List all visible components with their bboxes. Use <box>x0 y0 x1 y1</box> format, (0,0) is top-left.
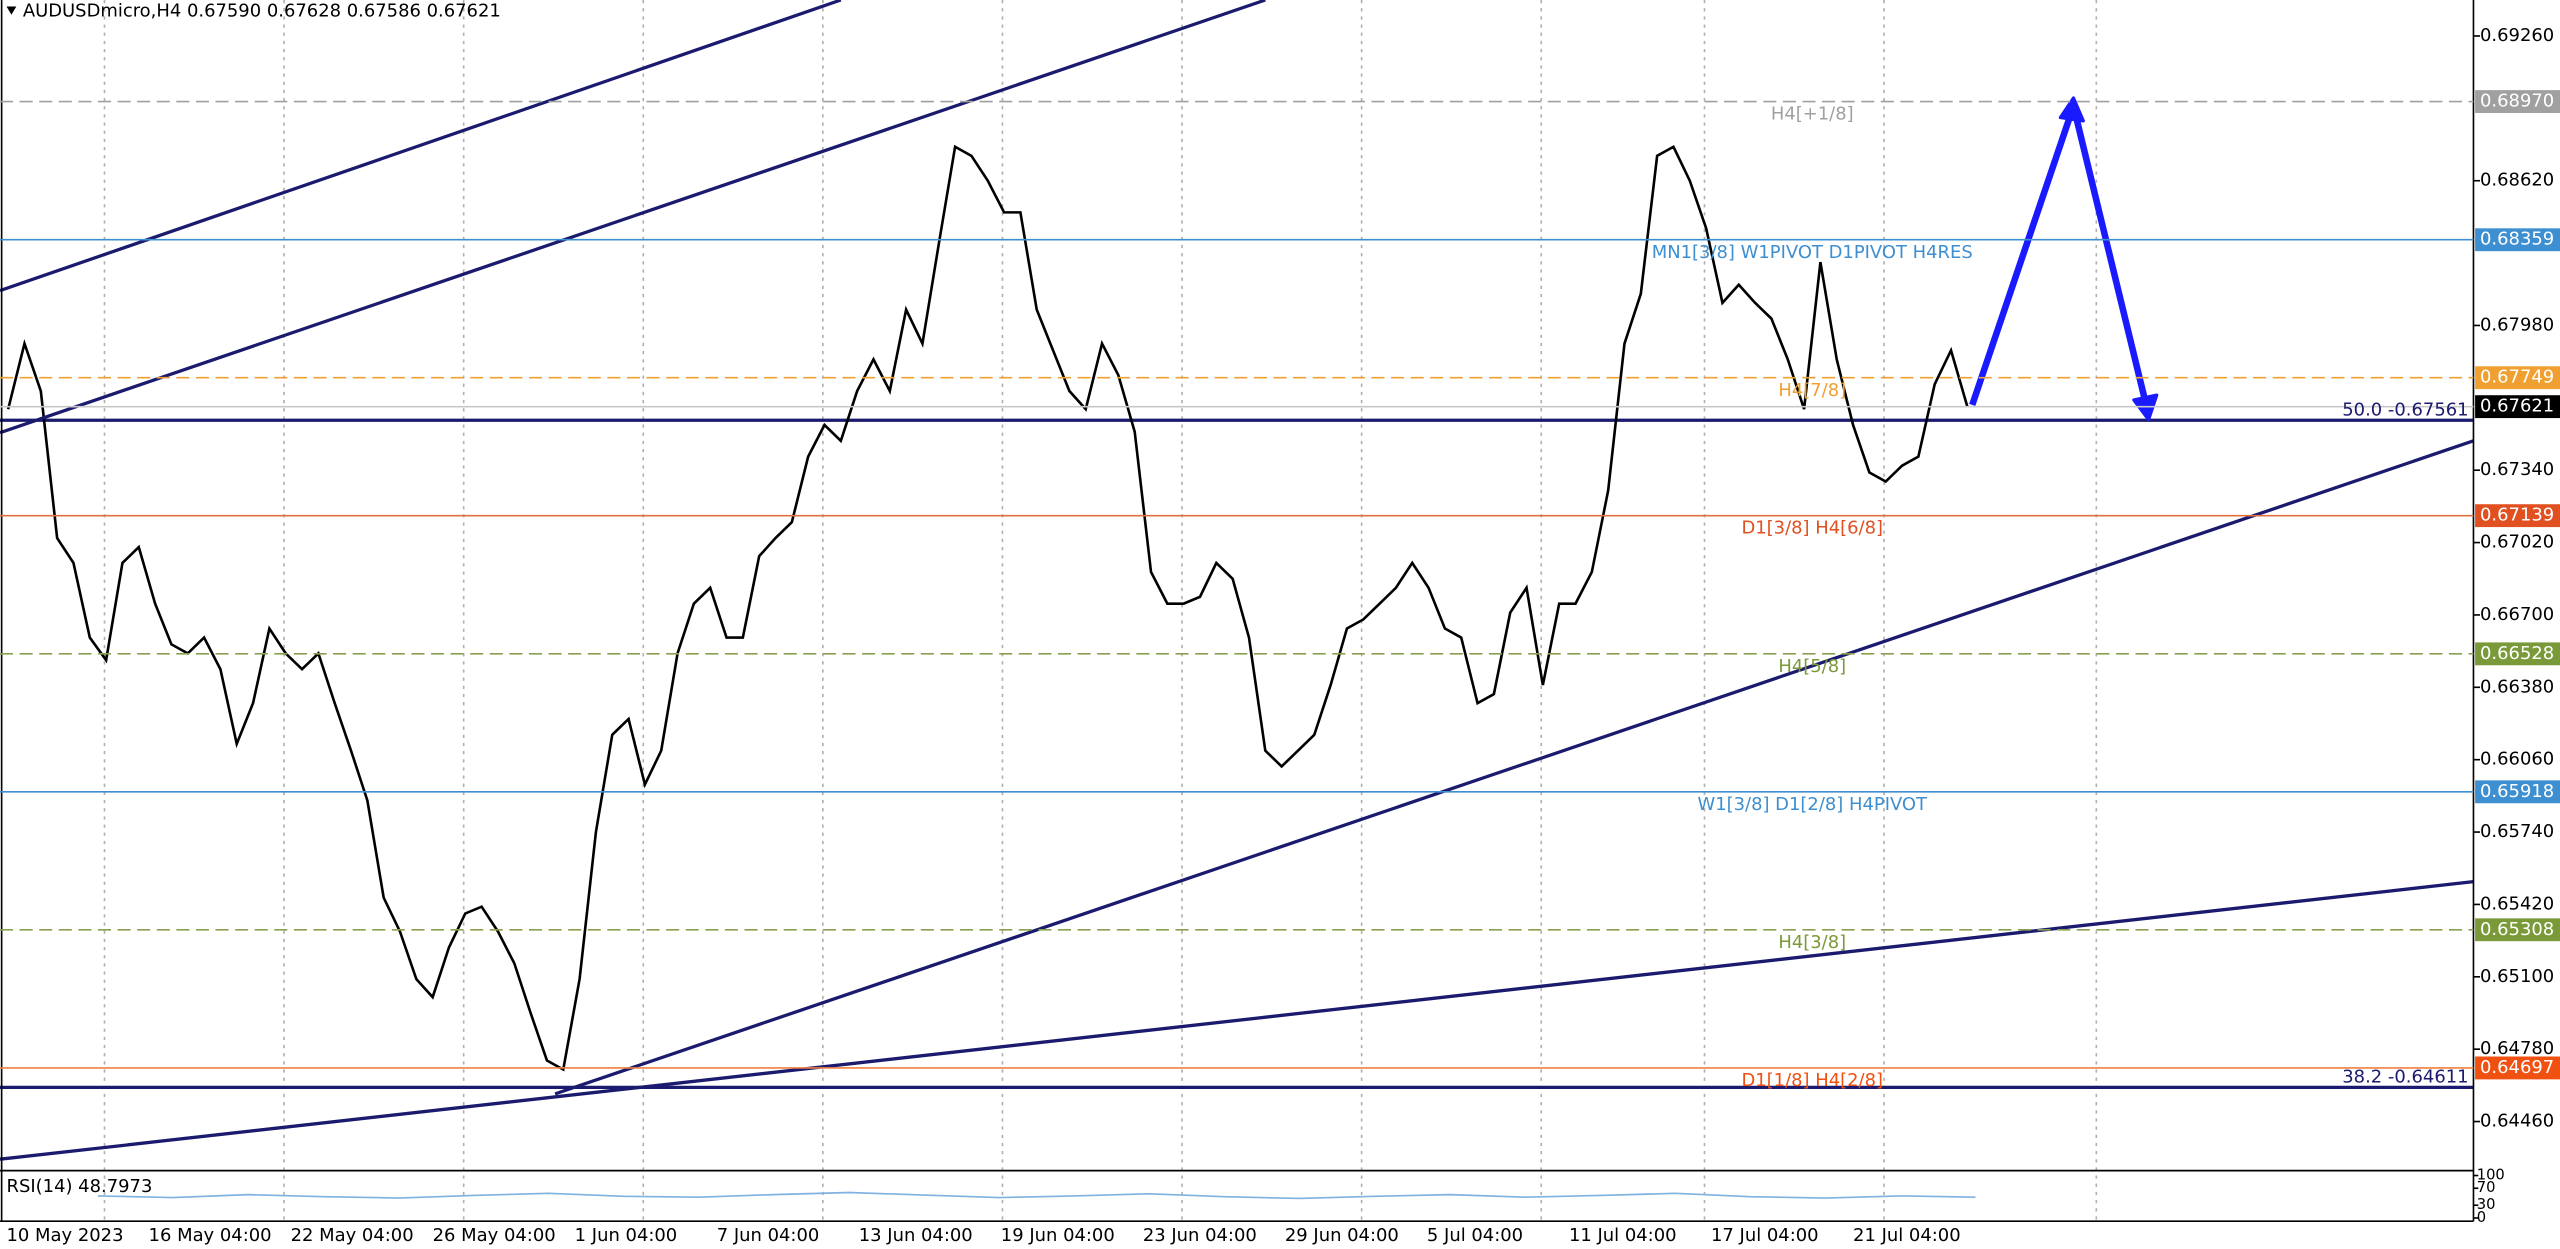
x-tick-label: 16 May 04:00 <box>149 1225 272 1246</box>
x-tick-label: 13 Jun 04:00 <box>859 1225 973 1246</box>
rsi-tick-label: 70 <box>2477 1179 2496 1196</box>
fibo-label: 50.0 -0.67561 <box>2342 399 2468 420</box>
x-tick-label: 1 Jun 04:00 <box>575 1225 678 1246</box>
trend-line <box>554 439 2474 1096</box>
level-label: H4[+1/8] <box>1771 104 1854 125</box>
y-tick-label: 0.64780 <box>2480 1038 2554 1059</box>
y-tick-label: 0.69260 <box>2480 25 2554 46</box>
price-box-label: 0.66528 <box>2480 643 2554 664</box>
rsi-label: RSI(14) 48.7973 <box>7 1176 153 1197</box>
x-tick-label: 21 Jul 04:00 <box>1853 1225 1961 1246</box>
channel-line <box>0 0 842 293</box>
level-label: W1[3/8] D1[2/8] H4PIVOT <box>1697 794 1928 815</box>
price-box <box>2475 918 2560 942</box>
x-tick-label: 5 Jul 04:00 <box>1427 1225 1523 1246</box>
price-box <box>2475 395 2560 419</box>
level-label: D1[1/8] H4[2/8] <box>1741 1070 1883 1091</box>
fibo-label: 38.2 -0.64611 <box>2342 1067 2468 1088</box>
levels <box>0 90 2560 1090</box>
level-label: H4[3/8] <box>1778 932 1846 953</box>
price-box <box>2475 642 2560 666</box>
price-box-label: 0.68359 <box>2480 229 2554 250</box>
arrow-head <box>2058 96 2085 123</box>
y-tick-label: 0.65100 <box>2480 966 2554 987</box>
x-tick-label: 22 May 04:00 <box>291 1225 414 1246</box>
y-tick-label: 0.65740 <box>2480 821 2554 842</box>
trend-line <box>0 880 2474 1161</box>
menu-arrow[interactable] <box>6 6 17 15</box>
y-tick-label: 0.65420 <box>2480 893 2554 914</box>
y-tick-label: 0.68620 <box>2480 170 2554 191</box>
price-box-label: 0.67139 <box>2480 505 2554 526</box>
price-box-label: 0.68970 <box>2480 91 2554 112</box>
price-line <box>6 144 1969 1072</box>
header: AUDUSDmicro,H4 0.67590 0.67628 0.67586 0… <box>23 0 501 21</box>
price-box <box>2475 366 2560 390</box>
x-tick-label: 17 Jul 04:00 <box>1711 1225 1819 1246</box>
rsi-tick-label: 30 <box>2477 1196 2496 1213</box>
trendlines <box>0 0 2474 1161</box>
price-box <box>2475 90 2560 113</box>
x-tick-label: 7 Jun 04:00 <box>717 1225 820 1246</box>
y-tick-label: 0.67020 <box>2480 532 2554 553</box>
rsi-tick-label: 0 <box>2477 1209 2486 1226</box>
price-box <box>2475 1056 2560 1080</box>
x-tick-label: 19 Jun 04:00 <box>1001 1225 1115 1246</box>
y-tick-label: 0.66060 <box>2480 749 2554 770</box>
price-box-label: 0.65308 <box>2480 919 2554 940</box>
level-label: H4[5/8] <box>1778 656 1846 677</box>
rsi-tick-label: 100 <box>2477 1167 2505 1184</box>
price-box <box>2475 504 2560 528</box>
price-box <box>2475 780 2560 804</box>
price-box-label: 0.67621 <box>2480 396 2554 417</box>
y-tick-label: 0.67980 <box>2480 314 2554 335</box>
rsi-line <box>97 1191 1976 1200</box>
x-tick-label: 11 Jul 04:00 <box>1569 1225 1677 1246</box>
channel-line <box>0 0 1266 435</box>
x-tick-label: 10 May 2023 <box>7 1225 124 1246</box>
y-tick-label: 0.66380 <box>2480 676 2554 697</box>
x-tick-label: 29 Jun 04:00 <box>1285 1225 1399 1246</box>
y-tick-label: 0.66700 <box>2480 604 2554 625</box>
y-tick-label: 0.64460 <box>2480 1111 2554 1132</box>
price-box <box>2475 228 2560 252</box>
x-tick-label: 23 Jun 04:00 <box>1143 1225 1257 1246</box>
level-label: MN1[3/8] W1PIVOT D1PIVOT H4RES <box>1652 242 1973 263</box>
x-tick-label: 26 May 04:00 <box>433 1225 556 1246</box>
price <box>6 144 1969 1072</box>
price-box-label: 0.64697 <box>2480 1057 2554 1078</box>
price-box-label: 0.67749 <box>2480 367 2554 388</box>
price-box-label: 0.65918 <box>2480 781 2554 802</box>
level-label: H4[7/8] <box>1778 380 1846 401</box>
level-label: D1[3/8] H4[6/8] <box>1741 518 1883 539</box>
y-tick-label: 0.67340 <box>2480 459 2554 480</box>
